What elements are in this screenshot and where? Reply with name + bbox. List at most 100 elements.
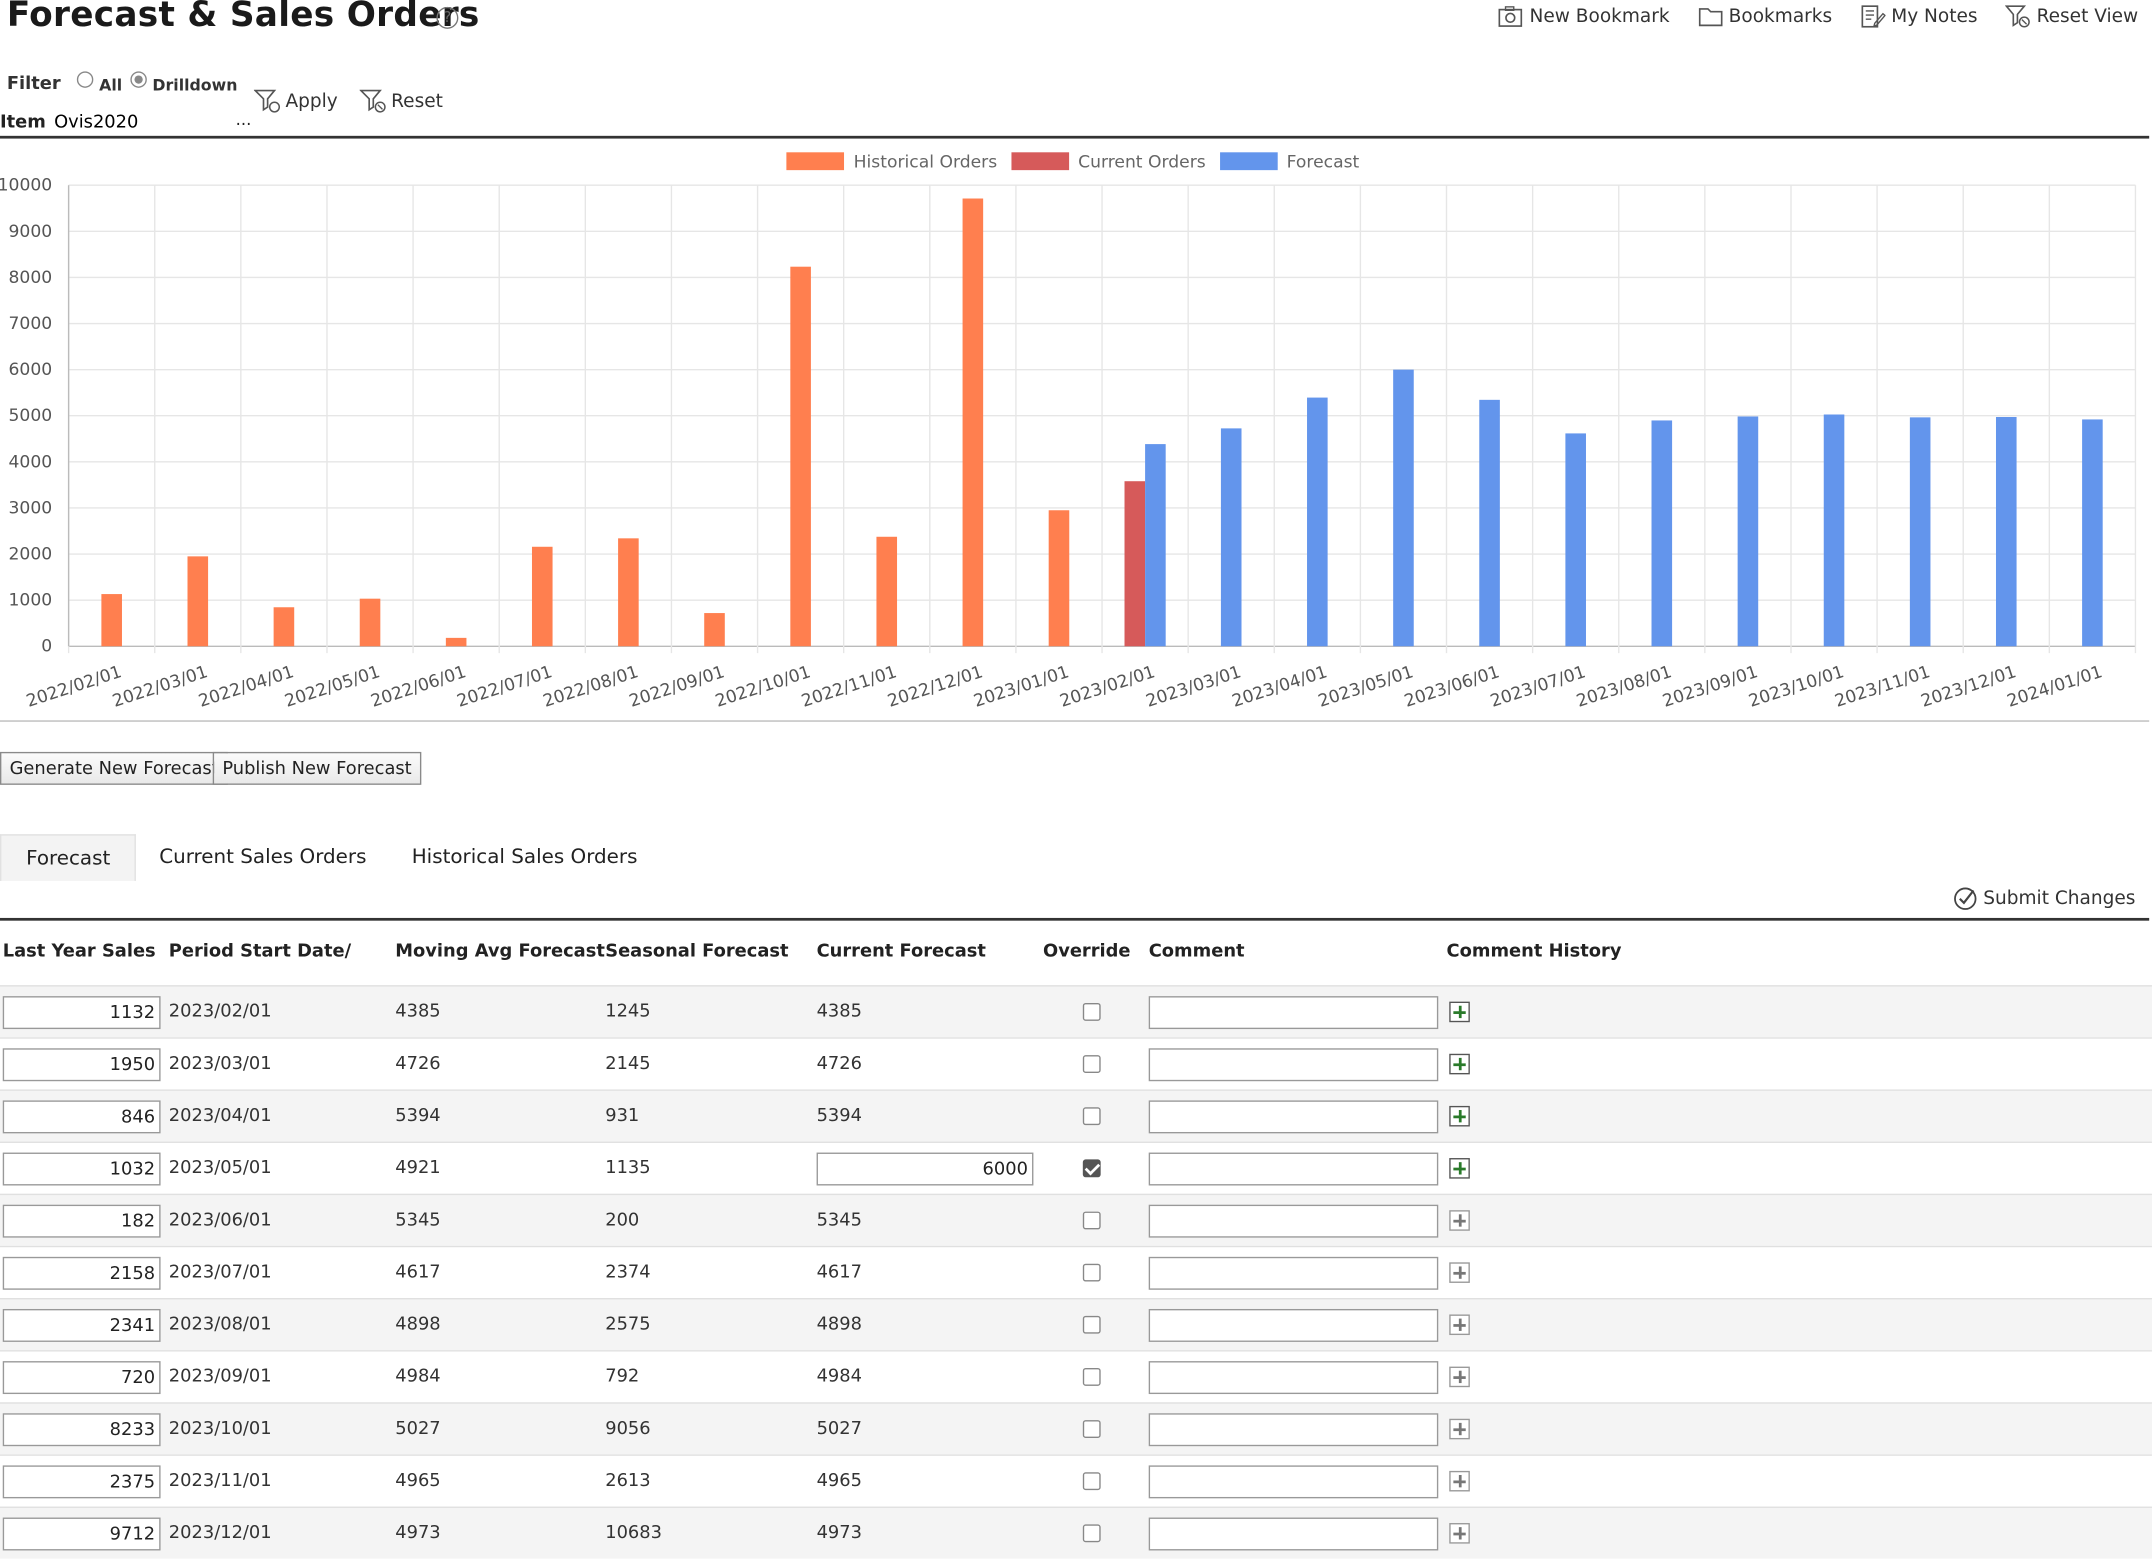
comment-input[interactable]	[1148, 1465, 1439, 1499]
override-checkbox[interactable]	[1082, 1315, 1101, 1334]
comment-history-expand-icon[interactable]	[1449, 1418, 1470, 1440]
chart-bar[interactable]	[273, 607, 295, 647]
comment-input[interactable]	[1148, 1413, 1439, 1447]
chart-bar[interactable]	[1124, 481, 1146, 647]
chart-bar[interactable]	[1565, 433, 1586, 647]
generate-forecast-button[interactable]: Generate New Forecast	[0, 751, 229, 785]
comment-history-expand-icon[interactable]	[1449, 1470, 1470, 1492]
comment-history-expand-icon[interactable]	[1449, 1105, 1470, 1127]
chart-bar[interactable]	[187, 556, 209, 647]
last-year-sales-input[interactable]	[2, 1361, 161, 1395]
chart-bar[interactable]	[359, 598, 381, 647]
item-input[interactable]	[54, 109, 230, 135]
chart-bar[interactable]	[1737, 416, 1759, 647]
publish-forecast-button[interactable]: Publish New Forecast	[212, 751, 422, 785]
apply-button[interactable]: Apply	[253, 88, 338, 115]
override-checkbox[interactable]	[1082, 1107, 1101, 1126]
chart-bar[interactable]	[2082, 419, 2103, 647]
chart-bar[interactable]	[101, 594, 122, 647]
header-comment[interactable]: Comment	[1148, 941, 1245, 962]
tab-current-sales-orders[interactable]: Current Sales Orders	[159, 846, 367, 869]
chart-bar[interactable]	[1307, 397, 1328, 647]
comment-history-expand-icon[interactable]	[1449, 1314, 1470, 1336]
comment-input[interactable]	[1148, 1100, 1439, 1134]
header-period-start-date[interactable]: Period Start Date/	[168, 941, 352, 962]
legend-item[interactable]: Current Orders	[1010, 151, 1206, 172]
comment-history-expand-icon[interactable]	[1449, 1001, 1470, 1023]
comment-input[interactable]	[1148, 1152, 1439, 1186]
new-bookmark-button[interactable]: New Bookmark	[1498, 4, 1670, 29]
chart-bar[interactable]	[1479, 399, 1500, 647]
chart-bar[interactable]	[1995, 416, 2017, 647]
header-last-year-sales[interactable]: Last Year Sales	[2, 941, 156, 962]
chart-bar[interactable]	[704, 613, 725, 647]
chart-bar[interactable]	[1823, 414, 1845, 647]
reset-button[interactable]: Reset	[359, 88, 443, 115]
chart-bar[interactable]	[1145, 444, 1166, 647]
last-year-sales-input[interactable]	[2, 1100, 161, 1134]
tab-forecast[interactable]: Forecast	[0, 834, 137, 881]
chart-bar[interactable]	[1048, 510, 1070, 647]
header-comment-history[interactable]: Comment History	[1446, 941, 1622, 962]
current-forecast-input[interactable]	[816, 1152, 1034, 1186]
legend-item[interactable]: Forecast	[1219, 151, 1359, 172]
chart-bar[interactable]	[531, 546, 553, 647]
submit-changes-button[interactable]: Submit Changes	[1953, 886, 2135, 911]
item-picker-button[interactable]: ...	[235, 109, 252, 129]
override-checkbox[interactable]	[1082, 1211, 1101, 1230]
last-year-sales-input[interactable]	[2, 1308, 161, 1342]
chart-bar[interactable]	[445, 637, 467, 647]
chart-bar[interactable]	[1651, 420, 1673, 647]
comment-input[interactable]	[1148, 1308, 1439, 1342]
comment-input[interactable]	[1148, 1204, 1439, 1238]
last-year-sales-input[interactable]	[2, 996, 161, 1030]
last-year-sales-input[interactable]	[2, 1152, 161, 1186]
chart-bar[interactable]	[618, 538, 639, 647]
override-checkbox[interactable]	[1082, 1159, 1101, 1178]
comment-history-expand-icon[interactable]	[1449, 1158, 1470, 1179]
header-current-forecast[interactable]: Current Forecast	[816, 941, 986, 962]
comment-history-expand-icon[interactable]	[1449, 1262, 1470, 1283]
last-year-sales-input[interactable]	[2, 1048, 161, 1082]
comment-history-expand-icon[interactable]	[1449, 1210, 1470, 1231]
override-checkbox[interactable]	[1082, 1263, 1101, 1282]
comment-history-expand-icon[interactable]	[1449, 1523, 1470, 1544]
chart-bar[interactable]	[790, 266, 811, 647]
comment-history-expand-icon[interactable]	[1449, 1053, 1470, 1075]
override-checkbox[interactable]	[1082, 1055, 1101, 1073]
last-year-sales-input[interactable]	[2, 1256, 161, 1290]
bookmarks-button[interactable]: Bookmarks	[1697, 4, 1832, 29]
header-moving-avg-forecast[interactable]: Moving Avg Forecast	[395, 941, 605, 962]
comment-input[interactable]	[1148, 1048, 1439, 1082]
reset-view-button[interactable]: Reset View	[2005, 4, 2138, 29]
comment-input[interactable]	[1148, 1256, 1439, 1290]
override-checkbox[interactable]	[1082, 1420, 1101, 1438]
header-override[interactable]: Override	[1043, 941, 1131, 962]
chart-bar[interactable]	[1393, 369, 1414, 647]
comment-input[interactable]	[1148, 1517, 1439, 1551]
chart-bar[interactable]	[876, 536, 898, 647]
last-year-sales-input[interactable]	[2, 1204, 161, 1238]
override-checkbox[interactable]	[1082, 1472, 1101, 1491]
comment-input[interactable]	[1148, 1361, 1439, 1395]
tab-historical-sales-orders[interactable]: Historical Sales Orders	[411, 846, 638, 869]
my-notes-button[interactable]: My Notes	[1860, 4, 1978, 29]
chart-bar[interactable]	[1909, 417, 1931, 647]
filter-all-radio[interactable]	[77, 70, 94, 88]
filter-drilldown-radio[interactable]	[130, 70, 147, 88]
x-tick-label: 2022/04/01	[196, 662, 296, 712]
chart-bar[interactable]	[962, 198, 984, 647]
comment-input[interactable]	[1148, 996, 1439, 1030]
last-year-sales-input[interactable]	[2, 1517, 161, 1551]
header-seasonal-forecast[interactable]: Seasonal Forecast	[605, 941, 789, 962]
chart-bar[interactable]	[1220, 428, 1242, 647]
camera-icon	[1499, 6, 1523, 27]
override-checkbox[interactable]	[1082, 1367, 1101, 1386]
help-icon[interactable]: ?	[436, 6, 459, 29]
last-year-sales-input[interactable]	[2, 1465, 161, 1499]
override-checkbox[interactable]	[1082, 1524, 1101, 1543]
last-year-sales-input[interactable]	[2, 1413, 161, 1447]
legend-item[interactable]: Historical Orders	[786, 151, 997, 172]
comment-history-expand-icon[interactable]	[1449, 1366, 1470, 1388]
override-checkbox[interactable]	[1082, 1003, 1101, 1021]
